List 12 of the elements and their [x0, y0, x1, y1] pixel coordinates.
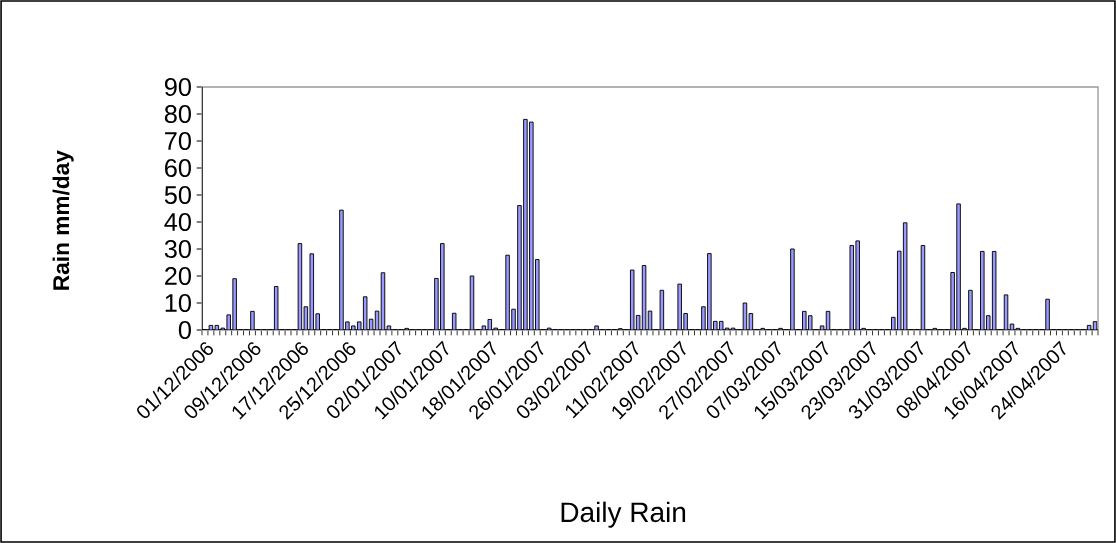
- y-tick-label: 10: [165, 294, 191, 312]
- y-tick-label: 40: [164, 213, 191, 231]
- y-tick-label: 70: [165, 132, 191, 150]
- y-tick-label: 80: [164, 105, 191, 123]
- y-tick-label: 30: [164, 240, 191, 258]
- y-axis-title: Rain mm/day: [52, 150, 74, 290]
- y-tick-label: 0: [178, 321, 191, 339]
- y-tick-label: 50: [164, 186, 191, 204]
- y-tick-label: 90: [164, 78, 191, 96]
- x-axis-title: Daily Rain: [561, 501, 686, 528]
- y-tick-label: 60: [165, 159, 191, 177]
- y-tick-label: 20: [165, 267, 191, 285]
